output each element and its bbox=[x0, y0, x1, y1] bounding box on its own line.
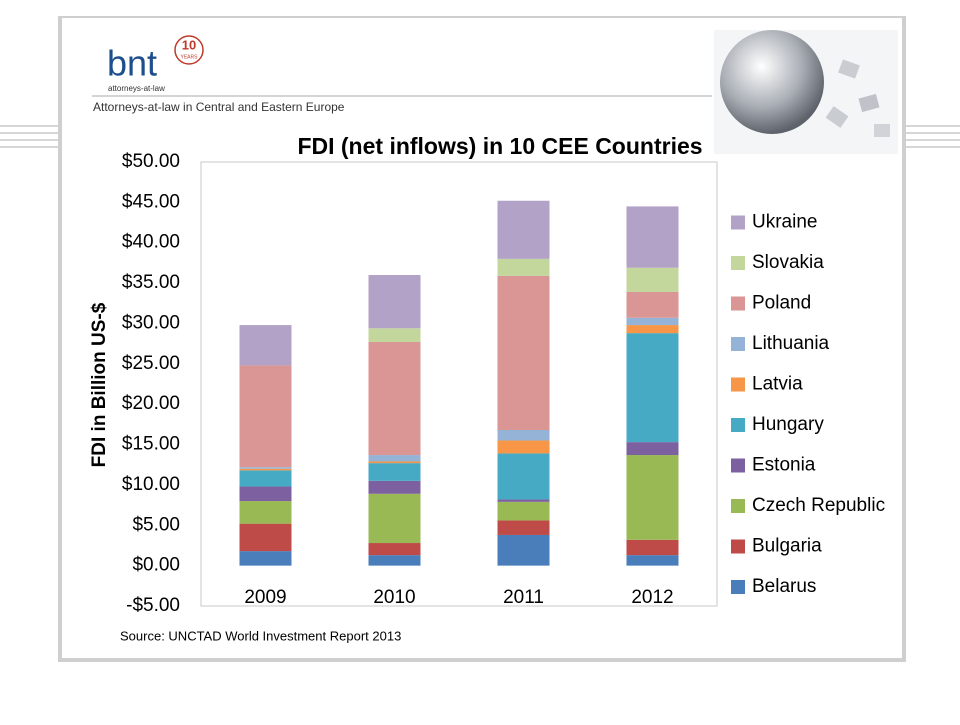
legend-swatch bbox=[731, 377, 745, 392]
source: Source: UNCTAD World Investment Report 2… bbox=[120, 628, 401, 643]
y-axis-label: FDI in Billion US-$ bbox=[89, 302, 110, 467]
bar-segment bbox=[368, 275, 421, 329]
legend-label: Estonia bbox=[752, 455, 816, 476]
bar-segment bbox=[626, 455, 679, 540]
logo: bnt bbox=[107, 43, 157, 84]
bar-segment bbox=[626, 555, 679, 566]
y-tick-label: $35.00 bbox=[122, 272, 180, 293]
chart-title: FDI (net inflows) in 10 CEE Countries bbox=[297, 133, 702, 159]
y-tick-label: $5.00 bbox=[132, 514, 180, 535]
logo-badge bbox=[174, 35, 204, 65]
bar-segment bbox=[368, 543, 421, 556]
y-tick-label: $30.00 bbox=[122, 312, 180, 333]
bar-segment bbox=[368, 342, 421, 456]
bar-segment bbox=[497, 501, 550, 521]
y-tick-label: $15.00 bbox=[122, 434, 180, 455]
legend-swatch bbox=[731, 539, 745, 554]
bar-segment bbox=[368, 493, 421, 544]
legend-label: Hungary bbox=[752, 414, 824, 435]
bar-segment bbox=[497, 499, 550, 502]
bar-segment bbox=[626, 539, 679, 556]
badge-number: 10 bbox=[182, 37, 196, 52]
legend-swatch bbox=[731, 215, 745, 230]
logo-sub: attorneys-at-law bbox=[108, 84, 165, 93]
tagline: Attorneys-at-law in Central and Eastern … bbox=[93, 100, 345, 114]
bar-segment bbox=[239, 523, 292, 552]
legend-label: Lithuania bbox=[752, 333, 830, 354]
badge-text: YEARS bbox=[181, 54, 199, 60]
x-tick-label: 2011 bbox=[503, 587, 544, 608]
legend-label: Czech Republic bbox=[752, 495, 885, 516]
bar-segment bbox=[497, 453, 550, 500]
bar-segment bbox=[239, 468, 292, 471]
legend-swatch bbox=[731, 458, 745, 473]
legend-swatch bbox=[731, 296, 745, 311]
legend-swatch bbox=[731, 580, 745, 594]
bar-segment bbox=[239, 365, 292, 468]
bar-segment bbox=[626, 317, 679, 326]
bar-segment bbox=[368, 555, 421, 566]
legend-label: Latvia bbox=[752, 374, 803, 395]
bar-segment bbox=[497, 200, 550, 259]
bar-segment bbox=[239, 486, 292, 502]
bar-segment bbox=[626, 333, 679, 443]
bar-segment bbox=[626, 291, 679, 318]
legend-label: Belarus bbox=[752, 576, 816, 597]
bar-segment bbox=[239, 325, 292, 366]
y-tick-label: $10.00 bbox=[122, 474, 180, 495]
legend-label: Slovakia bbox=[752, 252, 824, 273]
bar-segment bbox=[497, 275, 550, 431]
bar-segment bbox=[368, 480, 421, 494]
bar-segment bbox=[368, 463, 421, 481]
bar-segment bbox=[497, 258, 550, 276]
legend-swatch bbox=[731, 499, 745, 513]
legend-label: Ukraine bbox=[752, 212, 817, 233]
legend-swatch bbox=[731, 418, 745, 432]
legend-swatch bbox=[731, 256, 745, 270]
bar-segment bbox=[626, 325, 679, 334]
bar-segment bbox=[368, 455, 421, 462]
bar-segment bbox=[626, 267, 679, 292]
x-tick-label: 2012 bbox=[631, 587, 673, 608]
y-tick-label: $50.00 bbox=[122, 151, 180, 172]
plot-frame bbox=[200, 161, 718, 607]
legend-label: Bulgaria bbox=[752, 536, 822, 557]
y-tick-label: $0.00 bbox=[132, 555, 180, 576]
legend-label: Poland bbox=[752, 293, 811, 314]
bar-segment bbox=[626, 206, 679, 268]
bar-segment bbox=[239, 501, 292, 524]
legend-swatch bbox=[731, 337, 745, 351]
bar-segment bbox=[497, 430, 550, 441]
bar-segment bbox=[497, 520, 550, 535]
bar-segment bbox=[239, 467, 292, 469]
bar-segment bbox=[368, 328, 421, 343]
bar-segment bbox=[368, 461, 421, 464]
y-tick-label: $20.00 bbox=[122, 393, 180, 414]
y-tick-label: $45.00 bbox=[122, 191, 180, 212]
stripes bbox=[0, 125, 960, 148]
globe-image bbox=[714, 30, 898, 154]
bar-segment bbox=[626, 442, 679, 456]
bar-segment bbox=[239, 470, 292, 487]
y-tick-label: -$5.00 bbox=[126, 595, 180, 616]
x-tick-label: 2009 bbox=[244, 587, 286, 608]
bar-segment bbox=[497, 440, 550, 454]
y-tick-label: $25.00 bbox=[122, 353, 180, 374]
x-tick-label: 2010 bbox=[373, 587, 415, 608]
y-tick-label: $40.00 bbox=[122, 232, 180, 253]
bar-segment bbox=[497, 534, 550, 566]
bar-segment bbox=[239, 551, 292, 566]
